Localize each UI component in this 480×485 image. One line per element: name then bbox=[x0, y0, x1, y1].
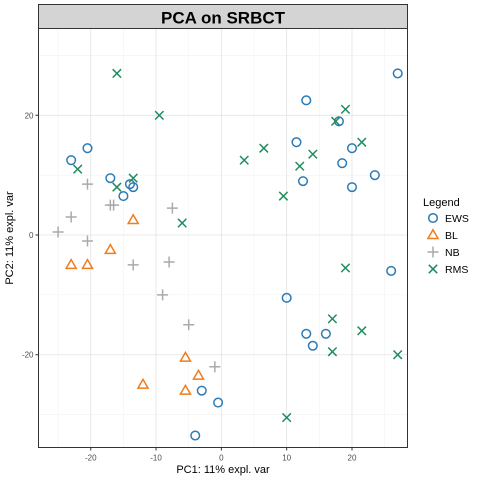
y-axis-label: PC2: 11% expl. var bbox=[4, 191, 16, 285]
rms-point bbox=[340, 263, 351, 273]
ews-point bbox=[297, 176, 309, 187]
legend-key-ews bbox=[427, 212, 439, 224]
legend: Legend EWS BL NB RMS bbox=[423, 197, 469, 276]
ews-point bbox=[301, 95, 312, 106]
nb-point bbox=[183, 319, 195, 331]
x-tick-label: 20 bbox=[348, 454, 357, 463]
rms-point bbox=[154, 110, 165, 121]
rms-point bbox=[357, 137, 367, 147]
ews-point bbox=[66, 155, 77, 166]
ews-point bbox=[337, 158, 348, 169]
y-tick-label: 0 bbox=[29, 231, 34, 240]
rms-point bbox=[177, 218, 187, 228]
ews-point bbox=[346, 182, 358, 193]
ews-point bbox=[105, 173, 116, 184]
legend-label-nb: NB bbox=[445, 247, 460, 259]
rms-point bbox=[112, 68, 122, 79]
rms-point bbox=[128, 173, 138, 183]
legend-key-nb bbox=[427, 246, 439, 258]
ews-point bbox=[213, 397, 224, 408]
nb-point bbox=[81, 178, 93, 190]
legend-label-rms: RMS bbox=[445, 264, 468, 276]
nb-point bbox=[65, 211, 77, 223]
rms-point bbox=[278, 191, 289, 201]
ews-point bbox=[196, 385, 207, 396]
ews-point bbox=[386, 265, 397, 276]
bl-point bbox=[136, 377, 150, 389]
ews-point bbox=[301, 328, 312, 339]
rms-point bbox=[295, 161, 305, 171]
axes: -20 -10 0 10 20 -20 0 20 bbox=[22, 111, 357, 462]
rms-point bbox=[281, 412, 292, 423]
nb-point bbox=[127, 259, 139, 271]
y-tick-label: 20 bbox=[25, 111, 34, 120]
nb-point bbox=[52, 226, 64, 238]
bl-point bbox=[179, 350, 192, 362]
legend-key-bl bbox=[426, 228, 440, 240]
rms-point bbox=[259, 143, 269, 153]
rms-point bbox=[112, 182, 122, 192]
ews-point bbox=[369, 170, 380, 181]
nb-point bbox=[81, 235, 93, 247]
x-tick-label: -20 bbox=[85, 454, 97, 463]
ews-point bbox=[307, 340, 318, 351]
ews-point bbox=[124, 179, 135, 190]
rms-point bbox=[327, 314, 338, 324]
bl-point bbox=[64, 258, 78, 270]
data-points bbox=[52, 68, 403, 441]
rms-point bbox=[357, 326, 367, 336]
x-axis-label: PC1: 11% expl. var bbox=[176, 464, 270, 476]
rms-point bbox=[392, 349, 403, 360]
nb-point bbox=[166, 202, 178, 214]
ews-point bbox=[82, 143, 93, 154]
ews-point bbox=[281, 292, 292, 303]
rms-point bbox=[72, 164, 83, 174]
title-strip bbox=[38, 4, 408, 29]
bl-point bbox=[192, 368, 205, 380]
x-tick-label: 10 bbox=[282, 454, 291, 463]
bl-point bbox=[104, 243, 117, 255]
rms-point bbox=[340, 104, 351, 115]
ews-point bbox=[128, 182, 139, 193]
bl-point bbox=[179, 383, 192, 395]
rms-point bbox=[239, 155, 249, 165]
ews-point bbox=[320, 328, 331, 339]
ews-point bbox=[291, 137, 302, 148]
nb-point bbox=[209, 361, 221, 373]
ews-point bbox=[118, 191, 129, 202]
rms-point bbox=[327, 346, 338, 357]
ews-point bbox=[392, 68, 403, 79]
nb-point bbox=[108, 199, 120, 211]
legend-key-rms bbox=[428, 264, 438, 274]
ews-point bbox=[346, 143, 358, 154]
rms-point bbox=[308, 149, 318, 159]
rms-point bbox=[330, 116, 341, 127]
legend-label-bl: BL bbox=[445, 230, 458, 242]
legend-label-ews: EWS bbox=[445, 213, 469, 225]
x-tick-label: 0 bbox=[219, 454, 224, 463]
chart-title: PCA on SRBCT bbox=[161, 9, 286, 28]
ews-point bbox=[190, 430, 201, 441]
legend-title: Legend bbox=[423, 197, 460, 209]
bl-point bbox=[126, 213, 140, 225]
grid-lines bbox=[38, 28, 408, 448]
nb-point bbox=[157, 289, 169, 301]
bl-point bbox=[81, 258, 94, 270]
x-tick-label: -10 bbox=[150, 454, 162, 463]
y-tick-label: -20 bbox=[22, 351, 34, 360]
nb-point bbox=[163, 256, 175, 268]
